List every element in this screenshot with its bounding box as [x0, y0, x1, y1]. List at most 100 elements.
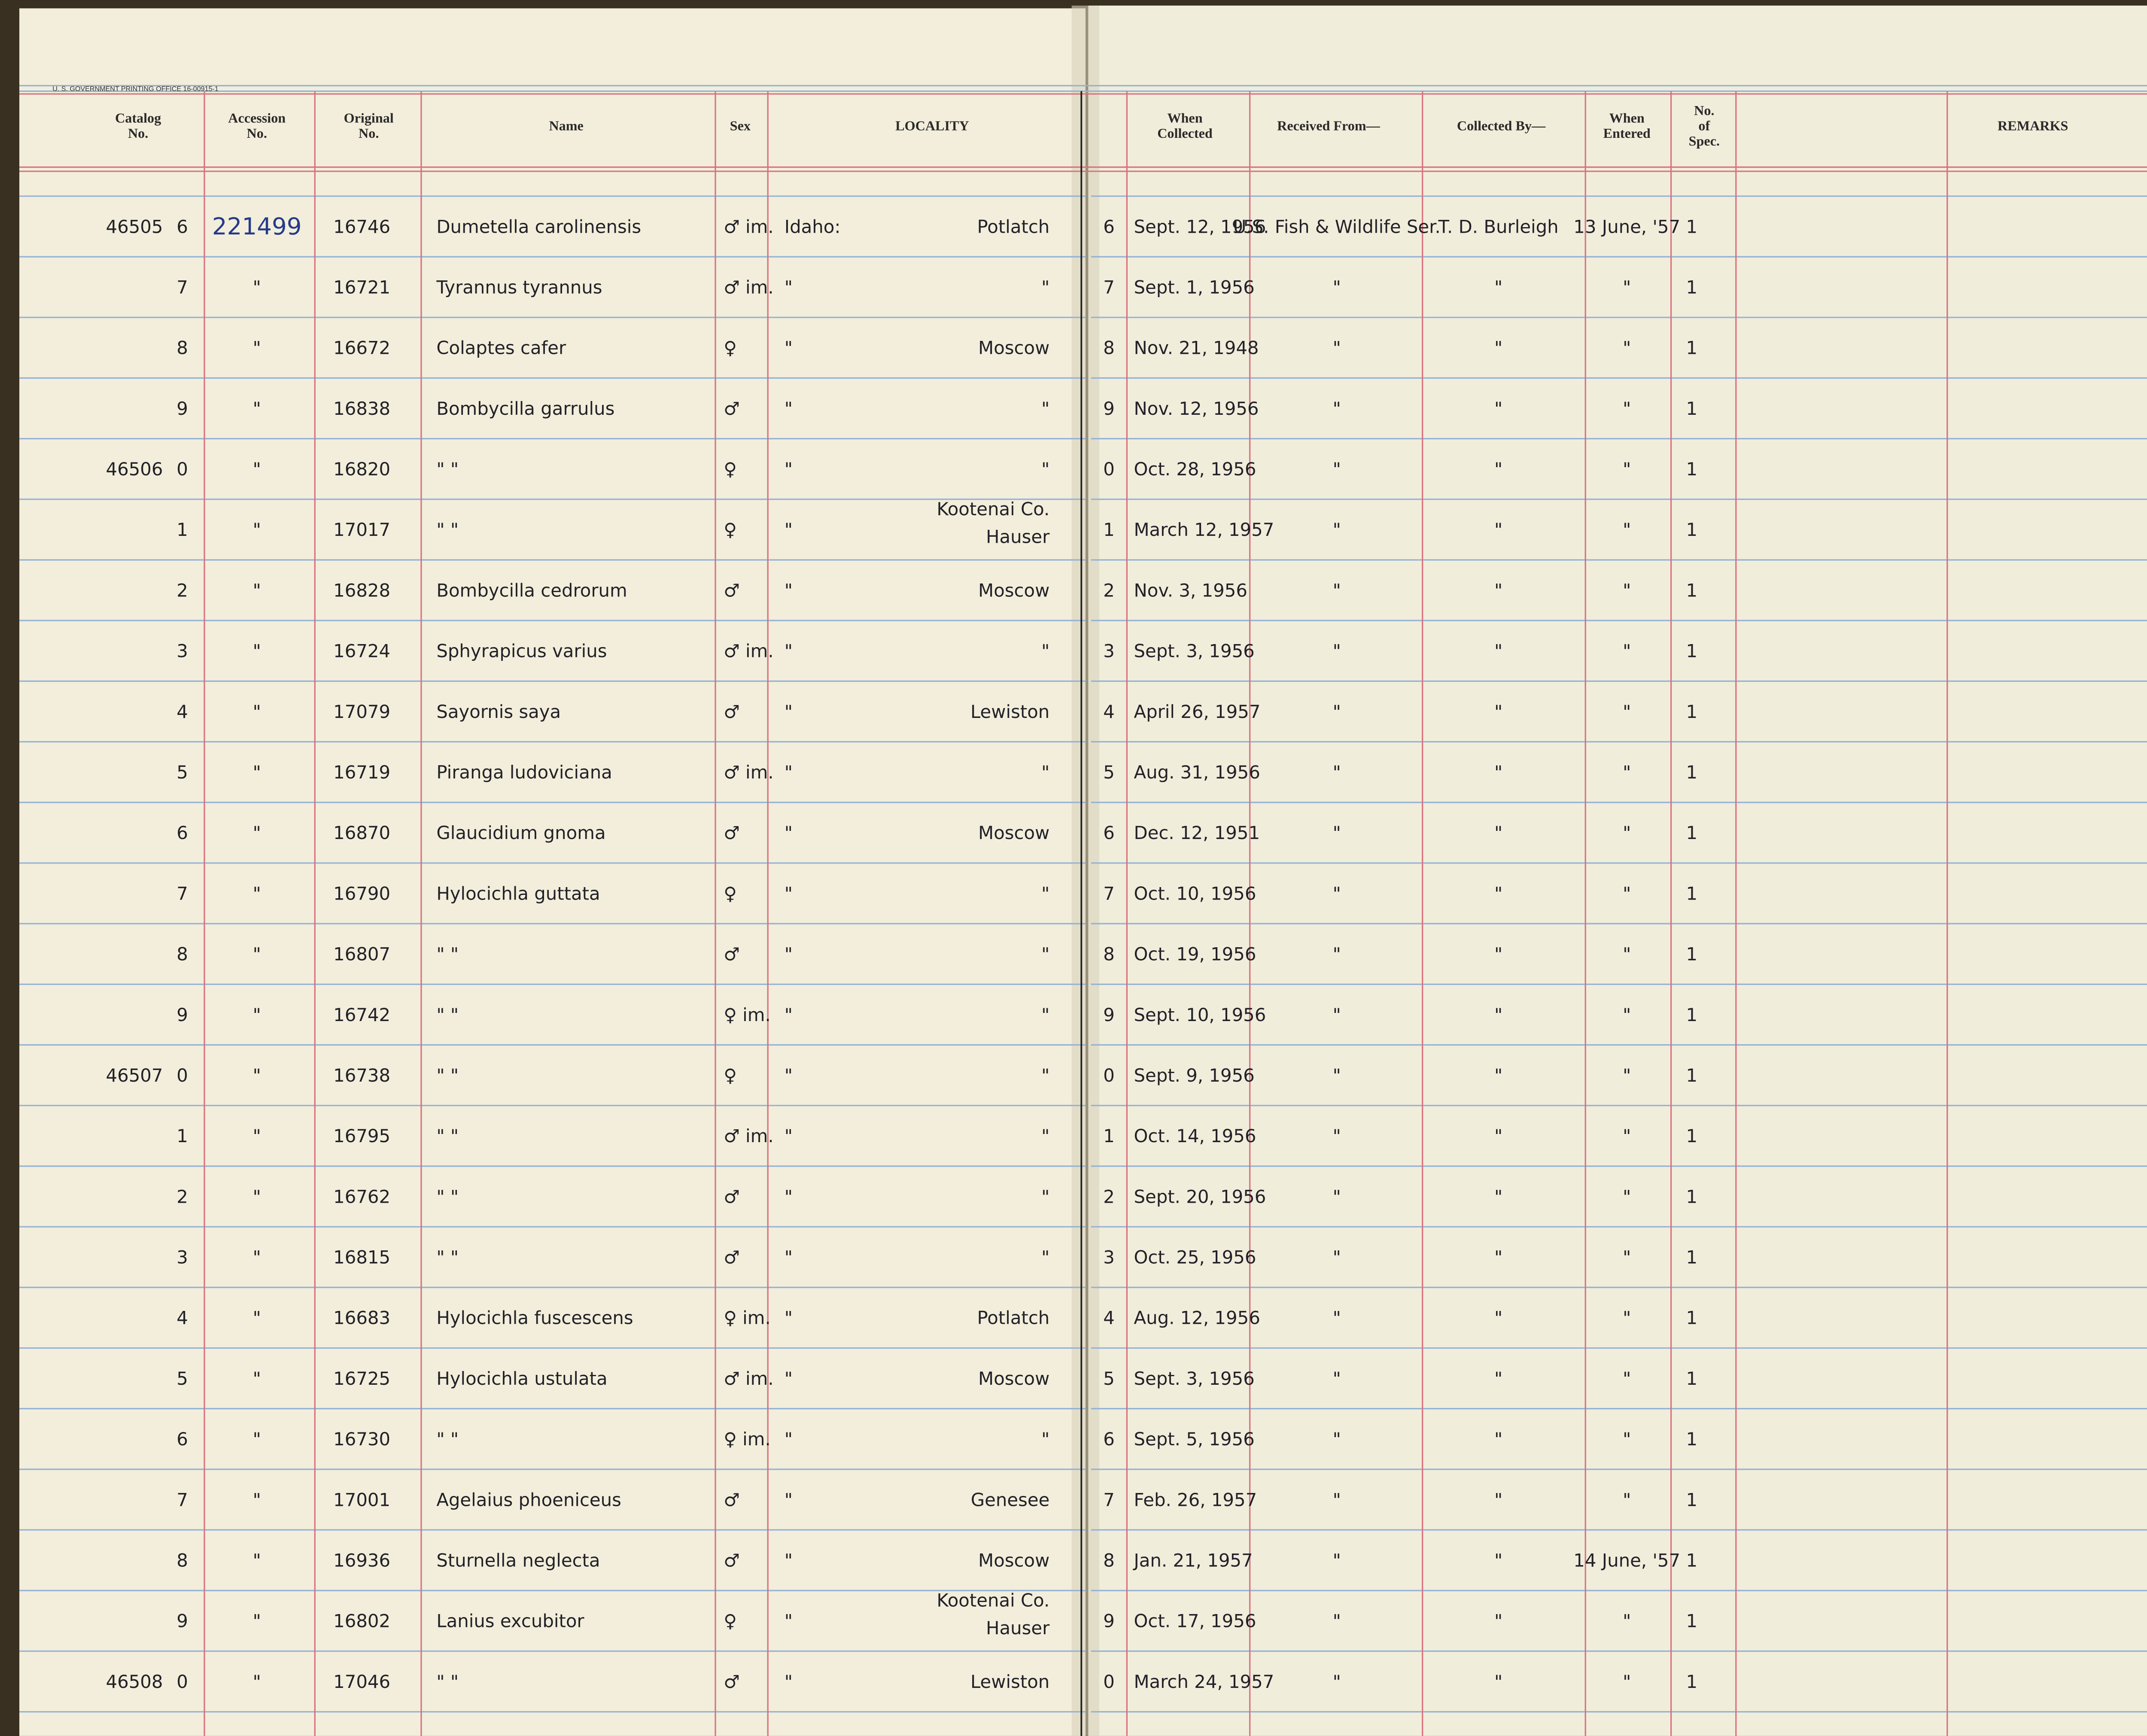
entry-n: 1 — [1686, 883, 1698, 904]
entry-name: Tyrannus tyrannus — [436, 277, 602, 298]
entry-rec: " — [1333, 1368, 1341, 1389]
entry-col: " — [1494, 1429, 1502, 1450]
entry-ent: " — [1623, 398, 1631, 419]
entry-rec: " — [1333, 1307, 1341, 1329]
entry-col: T. D. Burleigh — [1438, 216, 1558, 237]
entry-sex: ♀ — [724, 1065, 737, 1086]
entry-n: 1 — [1686, 1186, 1698, 1207]
entry-d: 0 — [176, 1065, 188, 1086]
entry-date: Sept. 9, 1956 — [1134, 1065, 1254, 1086]
entry-ent: " — [1623, 944, 1631, 965]
entry-name: Lanius excubitor — [436, 1611, 584, 1632]
entry-d: 1 — [176, 1125, 188, 1146]
entry-n: 1 — [1686, 398, 1698, 419]
entry-st: " — [785, 1247, 793, 1268]
entry-locality: Hauser — [986, 1617, 1050, 1639]
entry-d: 8 — [176, 337, 188, 359]
entry-locality: Kootenai Co. — [937, 499, 1049, 520]
entry-col: " — [1494, 1368, 1502, 1389]
entry-name: Bombycilla cedrorum — [436, 580, 627, 601]
entry-acc: " — [253, 822, 261, 843]
entry-date: Aug. 31, 1956 — [1134, 762, 1260, 783]
entry-orig: 16742 — [333, 1004, 390, 1025]
entry-n: 1 — [1686, 641, 1698, 662]
entry-col: " — [1494, 1611, 1502, 1632]
entry-col: " — [1494, 1186, 1502, 1207]
entry-acc: " — [253, 1368, 261, 1389]
entry-sex: ♂ — [724, 944, 739, 965]
entry-d: 8 — [176, 944, 188, 965]
entry-name: Colaptes cafer — [436, 337, 566, 359]
entry-rec: " — [1333, 1247, 1341, 1268]
entry-st: " — [785, 822, 793, 843]
entry-ent: " — [1623, 1611, 1631, 1632]
entry-st: " — [785, 1429, 793, 1450]
entry-name: Glaucidium gnoma — [436, 822, 605, 843]
entry-d2: 9 — [1103, 1004, 1115, 1025]
entry-n: 1 — [1686, 1429, 1698, 1450]
entry-orig: 16790 — [333, 883, 390, 904]
entry-cat: 46508 — [106, 1671, 163, 1692]
entry-rec: " — [1333, 1611, 1341, 1632]
column-header: Spec. — [1689, 133, 1720, 149]
entry-name: " " — [436, 1247, 459, 1268]
entry-ent: " — [1623, 1307, 1631, 1329]
entry-cat: 46506 — [106, 459, 163, 480]
entry-col: " — [1494, 1550, 1502, 1571]
entry-locality: " — [1041, 641, 1049, 662]
entry-d2: 2 — [1103, 1186, 1115, 1207]
entry-locality: Kootenai Co. — [937, 1590, 1049, 1611]
entry-n: 1 — [1686, 216, 1698, 237]
entry-cat: 46505 — [106, 216, 163, 237]
entry-name: Hylocichla fuscescens — [436, 1307, 633, 1329]
entry-sex: ♀ — [724, 519, 737, 540]
entry-d: 5 — [176, 762, 188, 783]
entry-acc: " — [253, 1065, 261, 1086]
entry-sex: ♂ — [724, 398, 739, 419]
entry-sex: ♀ im. — [724, 1004, 771, 1025]
entry-ent: " — [1623, 459, 1631, 480]
entry-sex: ♀ — [724, 883, 737, 904]
entry-locality: Lewiston — [970, 1671, 1049, 1692]
entry-acc: " — [253, 883, 261, 904]
entry-date: April 26, 1957 — [1134, 701, 1260, 722]
left-page — [19, 8, 1086, 1736]
entry-date: Sept. 20, 1956 — [1134, 1186, 1266, 1207]
entry-acc: " — [253, 580, 261, 601]
entry-name: " " — [436, 944, 459, 965]
entry-orig: 16807 — [333, 944, 390, 965]
print-line: U. S. GOVERNMENT PRINTING OFFICE 16-0091… — [52, 85, 219, 93]
entry-rec: " — [1333, 641, 1341, 662]
entry-ent: " — [1623, 762, 1631, 783]
entry-locality: " — [1041, 944, 1049, 965]
entry-orig: 16730 — [333, 1429, 390, 1450]
entry-st: Idaho: — [785, 216, 841, 237]
entry-name: " " — [436, 1671, 459, 1692]
entry-col: " — [1494, 701, 1502, 722]
entry-rec: " — [1333, 1550, 1341, 1571]
entry-locality: " — [1041, 1247, 1049, 1268]
entry-acc: " — [253, 701, 261, 722]
entry-name: Dumetella carolinensis — [436, 216, 641, 237]
entry-orig: 16672 — [333, 337, 390, 359]
entry-acc: " — [253, 1307, 261, 1329]
entry-orig: 16802 — [333, 1611, 390, 1632]
entry-st: " — [785, 459, 793, 480]
entry-ent: " — [1623, 1125, 1631, 1146]
entry-n: 1 — [1686, 1489, 1698, 1510]
entry-d: 6 — [176, 822, 188, 843]
entry-n: 1 — [1686, 1125, 1698, 1146]
entry-name: " " — [436, 1065, 459, 1086]
entry-name: Sphyrapicus varius — [436, 641, 607, 662]
entry-rec: " — [1333, 1489, 1341, 1510]
entry-orig: 16828 — [333, 580, 390, 601]
entry-ent: " — [1623, 1004, 1631, 1025]
entry-name: Piranga ludoviciana — [436, 762, 612, 783]
entry-sex: ♂ — [724, 1489, 739, 1510]
entry-ent: " — [1623, 1368, 1631, 1389]
entry-n: 1 — [1686, 944, 1698, 965]
entry-sex: ♀ — [724, 459, 737, 480]
entry-acc: " — [253, 1004, 261, 1025]
column-header: When — [1167, 110, 1202, 126]
